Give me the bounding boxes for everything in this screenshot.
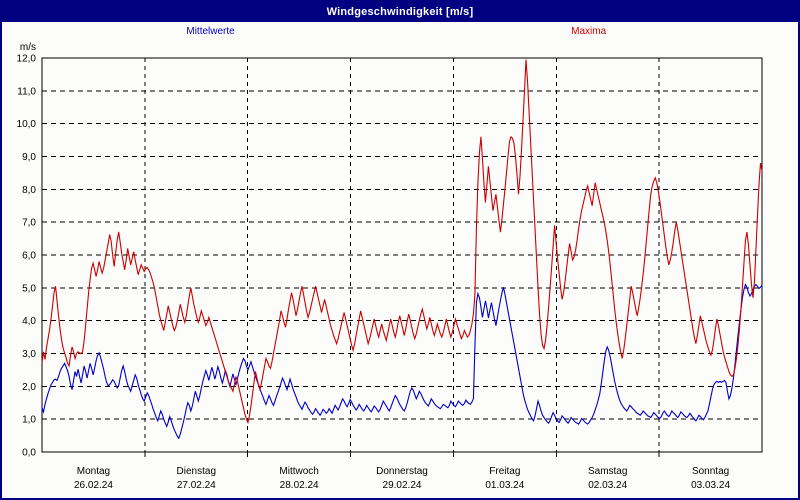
y-tick-label: 1,0: [22, 415, 36, 426]
y-tick-label: 6,0: [22, 251, 36, 262]
x-tick-date: 01.03.24: [485, 480, 524, 491]
horizontal-gridlines: [42, 57, 762, 453]
y-axis-labels: 0,0 1,0 2,0 3,0 4,0 5,0 6,0 7,0 8,0 9,0 10,0 11,0 12…: [17, 54, 37, 459]
y-tick-label: 3,0: [22, 349, 36, 360]
x-tick-weekday: Freitag: [489, 466, 520, 477]
x-tick-date: 26.02.24: [74, 480, 113, 491]
series-line-mittelwerte: [41, 283, 763, 440]
x-tick-weekday: Dienstag: [177, 466, 216, 477]
x-tick-date: 02.03.24: [588, 480, 627, 491]
data-series-group: [41, 59, 763, 440]
x-tick-date: 29.02.24: [383, 480, 422, 491]
page-title: Windgeschwindigkeit [m/s]: [326, 6, 474, 18]
y-tick-label: 7,0: [22, 218, 36, 229]
x-tick-date: 28.02.24: [280, 480, 319, 491]
y-tick-label: 12,0: [17, 54, 37, 65]
x-axis-labels: Montag 26.02.24 Dienstag 27.02.24 Mittwoch 28…: [74, 466, 731, 491]
y-tick-label: 5,0: [22, 283, 36, 294]
y-tick-label: 11,0: [17, 86, 36, 97]
y-axis-unit-label: m/s: [20, 42, 36, 53]
window-title-bar: Windgeschwindigkeit [m/s]: [2, 2, 798, 22]
series-line-maxima: [41, 59, 763, 425]
y-tick-label: 2,0: [22, 382, 36, 393]
plot-frame: [41, 57, 763, 453]
x-tick-weekday: Donnerstag: [376, 466, 428, 477]
chart-legend: Mittelwerte Maxima: [2, 24, 798, 40]
legend-item-mittelwerte: Mittelwerte: [186, 26, 235, 37]
x-tick-date: 03.03.24: [691, 480, 730, 491]
plot-border: [41, 57, 763, 453]
x-tick-date: 27.02.24: [177, 480, 216, 491]
y-tick-label: 10,0: [17, 119, 37, 130]
x-tick-weekday: Mittwoch: [279, 466, 318, 477]
day-gridlines: [144, 58, 660, 457]
y-tick-label: 9,0: [22, 152, 36, 163]
x-tick-weekday: Montag: [77, 466, 110, 477]
y-tick-label: 8,0: [22, 185, 36, 196]
x-tick-weekday: Sonntag: [692, 466, 729, 477]
x-tick-weekday: Samstag: [588, 466, 627, 477]
y-tick-label: 4,0: [22, 316, 36, 327]
y-tick-label: 0,0: [22, 448, 36, 459]
legend-item-maxima: Maxima: [571, 26, 607, 37]
